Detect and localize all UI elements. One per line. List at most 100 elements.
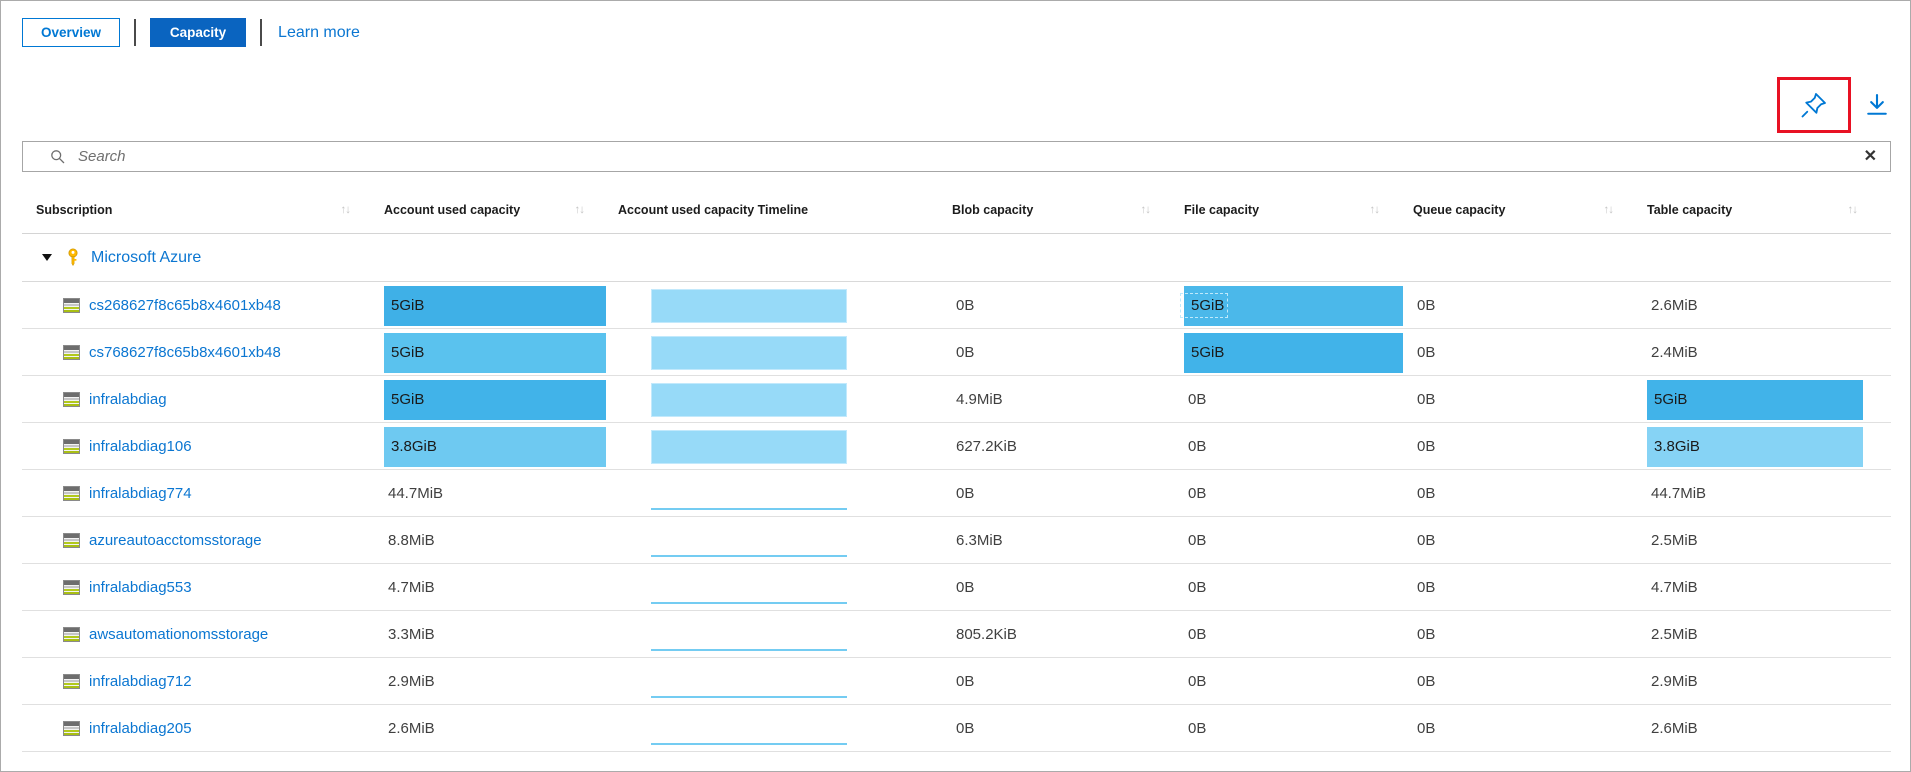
column-header-table-capacity[interactable]: Table capacity ↑↓ xyxy=(1647,203,1891,217)
timeline-area-sparkline xyxy=(651,382,847,417)
grid-header-row: Subscription ↑↓ Account used capacity ↑↓ Acc… xyxy=(22,171,1891,234)
storage-account-link[interactable]: cs768627f8c65b8x4601xb48 xyxy=(89,344,281,361)
table-capacity-cell: 2.6MiB xyxy=(1647,282,1891,329)
timeline-cell xyxy=(618,470,952,517)
pin-button[interactable] xyxy=(1799,90,1829,120)
table-row: infralabdiag712 2.9MiB 0B 0B 0B 2.9MiB xyxy=(22,658,1891,705)
queue-capacity-cell: 0B xyxy=(1413,658,1647,705)
queue-capacity-cell: 0B xyxy=(1413,705,1647,752)
subscription-cell: infralabdiag106 xyxy=(22,438,384,455)
table-row: cs268627f8c65b8x4601xb48 5GiB 0B 5GiB 0B 2.6M… xyxy=(22,282,1891,329)
storage-account-icon xyxy=(63,486,80,501)
blob-capacity-cell: 0B xyxy=(952,658,1184,705)
blob-capacity-value: 0B xyxy=(956,673,975,690)
clear-search-icon[interactable]: ✕ xyxy=(1863,147,1877,165)
timeline-flat-sparkline xyxy=(651,743,847,745)
storage-account-link[interactable]: infralabdiag xyxy=(89,391,167,408)
file-capacity-value: 0B xyxy=(1188,720,1207,737)
account-used-capacity-cell: 3.8GiB xyxy=(384,423,618,470)
account-used-capacity-cell: 5GiB xyxy=(384,329,618,376)
table-capacity-value: 2.5MiB xyxy=(1651,532,1698,549)
sort-icon[interactable]: ↑↓ xyxy=(1847,204,1858,216)
table-capacity-cell: 3.8GiB xyxy=(1647,423,1891,470)
column-header-account-used-capacity[interactable]: Account used capacity ↑↓ xyxy=(384,203,618,217)
column-header-blob-capacity[interactable]: Blob capacity ↑↓ xyxy=(952,203,1184,217)
collapse-triangle-icon[interactable] xyxy=(42,254,52,261)
file-capacity-cell: 0B xyxy=(1184,564,1413,611)
blob-capacity-value: 0B xyxy=(956,344,975,361)
column-label: Blob capacity xyxy=(952,203,1034,217)
subscription-group-label[interactable]: Microsoft Azure xyxy=(91,248,202,266)
file-capacity-value: 5GiB xyxy=(1179,293,1229,318)
queue-capacity-value: 0B xyxy=(1417,579,1436,596)
account-used-capacity-cell: 2.9MiB xyxy=(384,658,618,705)
file-capacity-value: 0B xyxy=(1188,485,1207,502)
timeline-cell xyxy=(618,282,952,329)
table-capacity-value: 2.6MiB xyxy=(1651,297,1698,314)
storage-account-icon xyxy=(63,392,80,407)
download-button[interactable] xyxy=(1863,91,1891,119)
table-capacity-value: 5GiB xyxy=(1654,391,1688,408)
pin-icon xyxy=(1799,90,1829,120)
blob-capacity-value: 0B xyxy=(956,297,975,314)
table-capacity-cell: 2.9MiB xyxy=(1647,658,1891,705)
account-used-capacity-value: 5GiB xyxy=(391,391,425,408)
account-used-capacity-value: 3.8GiB xyxy=(391,438,437,455)
column-label: Account used capacity xyxy=(384,203,521,217)
learn-more-link[interactable]: Learn more xyxy=(278,23,360,41)
sort-icon[interactable]: ↑↓ xyxy=(1140,204,1151,216)
tab-overview[interactable]: Overview xyxy=(22,18,121,47)
storage-account-link[interactable]: infralabdiag712 xyxy=(89,673,192,690)
queue-capacity-cell: 0B xyxy=(1413,423,1647,470)
subscription-cell: infralabdiag712 xyxy=(22,673,384,690)
table-capacity-cell: 5GiB xyxy=(1647,376,1891,423)
account-used-capacity-cell: 5GiB xyxy=(384,376,618,423)
table-capacity-value: 3.8GiB xyxy=(1654,438,1700,455)
timeline-cell xyxy=(618,517,952,564)
file-capacity-value: 5GiB xyxy=(1191,344,1225,361)
search-bar: ✕ xyxy=(22,141,1891,172)
queue-capacity-cell: 0B xyxy=(1413,282,1647,329)
account-used-capacity-heat-bar: 3.8GiB xyxy=(384,426,606,467)
timeline-flat-sparkline xyxy=(651,508,847,510)
storage-account-icon xyxy=(63,721,80,736)
storage-account-link[interactable]: azureautoacctomsstorage xyxy=(89,532,262,549)
table-capacity-heat-bar: 3.8GiB xyxy=(1647,426,1863,467)
file-capacity-value: 0B xyxy=(1188,438,1207,455)
column-header-subscription[interactable]: Subscription ↑↓ xyxy=(22,203,384,217)
blob-capacity-value: 6.3MiB xyxy=(956,532,1003,549)
file-capacity-value: 0B xyxy=(1188,532,1207,549)
storage-account-link[interactable]: infralabdiag774 xyxy=(89,485,192,502)
storage-account-link[interactable]: infralabdiag553 xyxy=(89,579,192,596)
storage-account-link[interactable]: cs268627f8c65b8x4601xb48 xyxy=(89,297,281,314)
sort-icon[interactable]: ↑↓ xyxy=(574,204,585,216)
tab-separator xyxy=(134,19,137,46)
file-capacity-cell: 5GiB xyxy=(1179,282,1413,329)
column-header-file-capacity[interactable]: File capacity ↑↓ xyxy=(1184,203,1413,217)
tab-capacity[interactable]: Capacity xyxy=(150,18,247,47)
timeline-area-sparkline xyxy=(651,429,847,464)
search-input[interactable] xyxy=(76,147,1864,166)
storage-account-link[interactable]: awsautomationomsstorage xyxy=(89,626,269,643)
table-capacity-heat-bar: 5GiB xyxy=(1647,379,1863,420)
account-used-capacity-value: 2.9MiB xyxy=(388,673,435,690)
account-used-capacity-value: 5GiB xyxy=(391,344,425,361)
view-tabs: Overview Capacity Learn more xyxy=(22,18,360,47)
subscription-group-row[interactable]: Microsoft Azure xyxy=(22,234,1891,282)
storage-account-link[interactable]: infralabdiag205 xyxy=(89,720,192,737)
sort-icon[interactable]: ↑↓ xyxy=(1603,204,1614,216)
queue-capacity-cell: 0B xyxy=(1413,564,1647,611)
sort-icon[interactable]: ↑↓ xyxy=(1369,204,1380,216)
account-used-capacity-value: 3.3MiB xyxy=(388,626,435,643)
timeline-cell xyxy=(618,423,952,470)
blob-capacity-cell: 627.2KiB xyxy=(952,423,1184,470)
blob-capacity-cell: 6.3MiB xyxy=(952,517,1184,564)
queue-capacity-value: 0B xyxy=(1417,438,1436,455)
column-header-queue-capacity[interactable]: Queue capacity ↑↓ xyxy=(1413,203,1647,217)
sort-icon[interactable]: ↑↓ xyxy=(340,204,351,216)
storage-account-link[interactable]: infralabdiag106 xyxy=(89,438,192,455)
toolbar-actions xyxy=(1777,77,1891,133)
blob-capacity-cell: 0B xyxy=(952,470,1184,517)
account-used-capacity-cell: 3.3MiB xyxy=(384,611,618,658)
storage-account-icon xyxy=(63,627,80,642)
